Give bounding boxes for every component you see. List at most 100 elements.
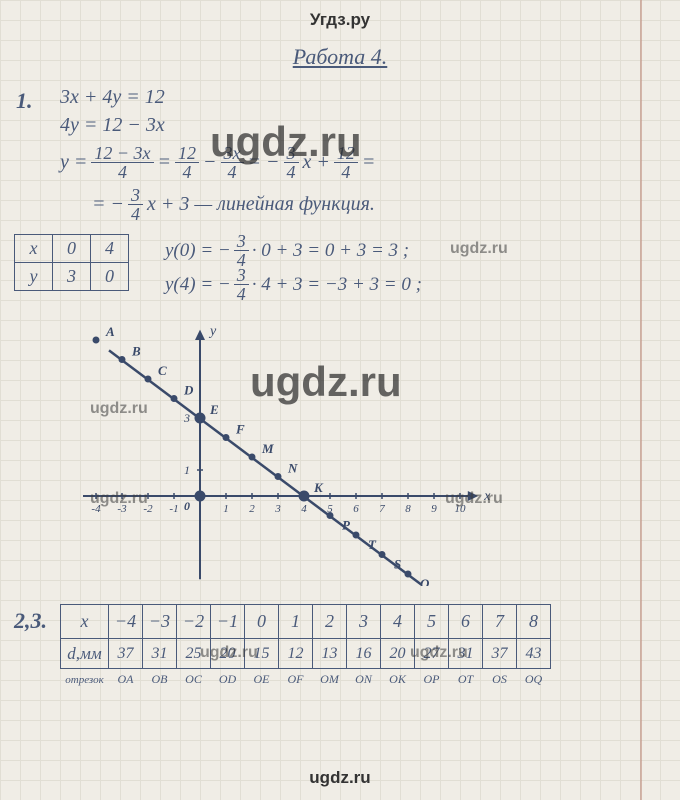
cell: OM [313,669,347,691]
cell: OQ [517,669,551,691]
problem-1-number: 1. [16,88,33,114]
xy-small-table: x 0 4 y 3 0 [14,234,129,291]
svg-text:4: 4 [301,503,307,515]
cell: 4 [381,605,415,639]
y0-frac: 34 [234,232,249,269]
cell: OS [483,669,517,691]
eq3-minus: − [203,151,217,174]
svg-text:1: 1 [223,503,229,515]
cell: 6 [449,605,483,639]
cell: 5 [415,605,449,639]
svg-text:6: 6 [353,503,359,515]
svg-text:0: 0 [184,499,190,513]
cell: 0 [53,235,91,263]
distance-table: x−4−3−2−1012345678 d,мм37312520151213162… [60,604,551,691]
cell: −1 [211,605,245,639]
equation-line-2: 4y = 12 − 3x [60,114,165,137]
svg-text:8: 8 [405,503,411,515]
cell: OF [279,669,313,691]
cell: 27 [415,639,449,669]
cell: 0 [245,605,279,639]
equation-line-3: y = 12 − 3x4 = 124 − 3x4 = − 34 x + 124 … [60,144,375,181]
cell: −4 [109,605,143,639]
eq3-frac3: 3x4 [221,144,244,181]
cell: OA [109,669,143,691]
svg-text:1: 1 [184,463,190,477]
y4-tail: · 4 + 3 = −3 + 3 = 0 ; [252,274,422,296]
table-row: y 3 0 [15,263,129,291]
cell: 37 [109,639,143,669]
table-row: отрезокOAOBOCODOEOFOMONOKOPOTOSOQ [61,669,551,691]
svg-text:M: M [261,441,274,456]
svg-text:-3: -3 [117,503,127,515]
svg-text:A: A [105,324,115,339]
cell: OD [211,669,245,691]
cell: 20 [211,639,245,669]
svg-text:3: 3 [274,503,281,515]
cell: 8 [517,605,551,639]
svg-text:2: 2 [249,503,255,515]
work-title: Работа 4. [0,44,680,70]
svg-text:C: C [158,363,167,378]
page-content: Угдз.ру Работа 4. 1. 3x + 4y = 12 4y = 1… [0,0,680,800]
eq4-frac1: 34 [128,186,143,223]
svg-text:-4: -4 [91,503,101,515]
cell: OK [381,669,415,691]
site-header: Угдз.ру [0,10,680,30]
cell: 13 [313,639,347,669]
cell: 25 [177,639,211,669]
y-of-4: y(4) = − 34 · 4 + 3 = −3 + 3 = 0 ; [165,266,422,303]
cell: x [15,235,53,263]
watermark: ugdz.ru [450,240,508,258]
table-row: x 0 4 [15,235,129,263]
y0-tail: · 0 + 3 = 0 + 3 = 3 ; [252,240,409,262]
y0-pre: y(0) = − [165,240,231,262]
cell: 20 [381,639,415,669]
svg-text:D: D [183,383,194,398]
cell: 31 [143,639,177,669]
cell: 15 [245,639,279,669]
cell: 3 [347,605,381,639]
y4-frac: 34 [234,266,249,303]
svg-text:3: 3 [183,411,190,425]
cell: 4 [91,235,129,263]
svg-text:P: P [342,518,351,533]
eq4-pre: = − [92,193,124,216]
equation-line-4: = − 34 x + 3 — линейная функция. [92,186,375,223]
cell: 16 [347,639,381,669]
cell: OB [143,669,177,691]
svg-text:N: N [287,461,298,476]
cell: 12 [279,639,313,669]
cell: 0 [91,263,129,291]
line-graph: -4-3-2-112345678910130xyABCDEFMNKPTSQ [80,306,520,586]
eq3-eq: = [158,151,172,174]
cell: 43 [517,639,551,669]
cell: 1 [279,605,313,639]
cell: OC [177,669,211,691]
cell: −2 [177,605,211,639]
equation-line-1: 3x + 4y = 12 [60,86,165,109]
eq3-frac4: 34 [284,144,299,181]
cell: OE [245,669,279,691]
svg-text:F: F [235,422,245,437]
svg-text:K: K [313,480,324,495]
cell: x [61,605,109,639]
svg-text:T: T [368,537,377,552]
svg-text:y: y [208,324,217,339]
svg-text:10: 10 [455,503,467,515]
table-row: d,мм37312520151213162027313743 [61,639,551,669]
eq4-tail: x + 3 — линейная функция. [147,193,375,216]
cell: 3 [53,263,91,291]
cell: OT [449,669,483,691]
eq3-pre: y = [60,151,87,174]
svg-text:S: S [394,557,401,572]
y4-pre: y(4) = − [165,274,231,296]
svg-text:Q: Q [420,576,430,586]
svg-text:x: x [483,489,491,504]
cell: d,мм [61,639,109,669]
svg-text:-2: -2 [143,503,153,515]
y-of-0: y(0) = − 34 · 0 + 3 = 0 + 3 = 3 ; [165,232,409,269]
cell: 2 [313,605,347,639]
cell: 31 [449,639,483,669]
cell: отрезок [61,669,109,691]
